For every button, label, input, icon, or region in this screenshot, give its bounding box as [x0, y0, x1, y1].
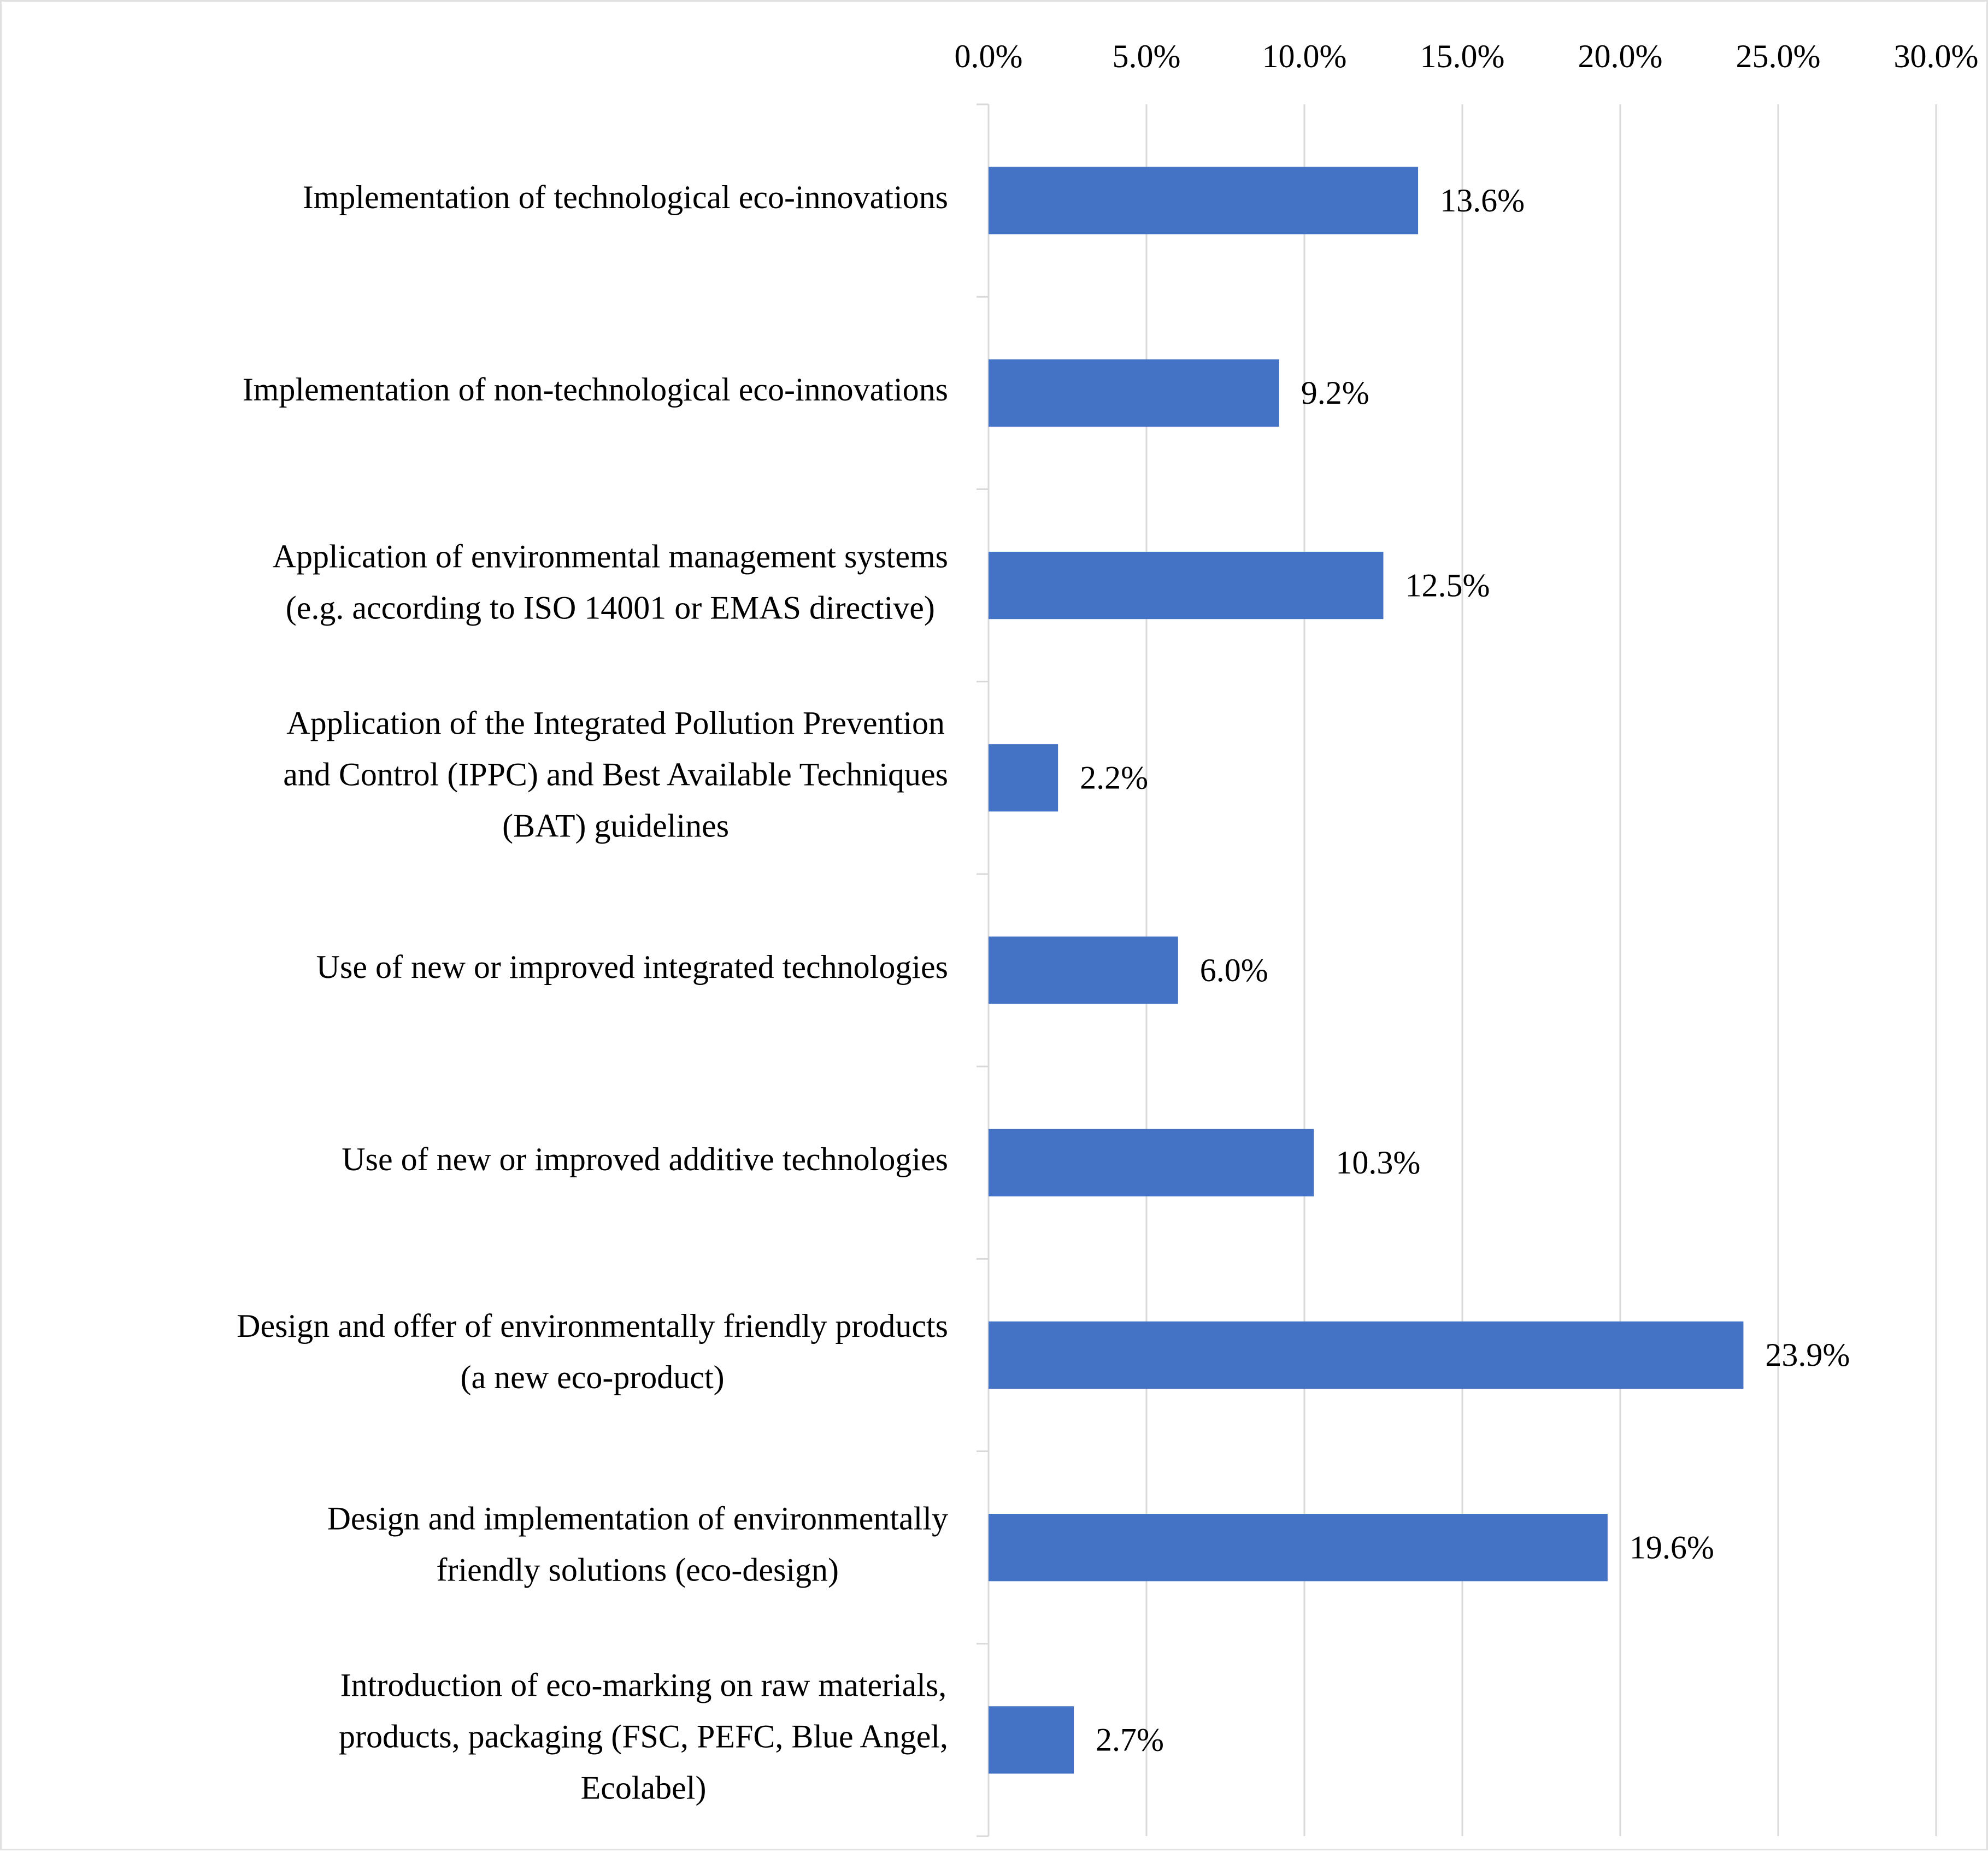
data-label: 9.2%	[1301, 375, 1369, 411]
category-label-line: (a new eco-product)	[461, 1359, 725, 1395]
data-label: 6.0%	[1200, 952, 1268, 988]
category-axis	[977, 103, 990, 1837]
data-label: 23.9%	[1765, 1337, 1850, 1373]
category-label: Application of the Integrated Pollution …	[283, 705, 948, 844]
bar	[989, 744, 1058, 812]
bars	[989, 167, 1744, 1774]
category-label: Use of new or improved additive technolo…	[342, 1141, 948, 1177]
category-label-line: Application of environmental management …	[273, 538, 948, 574]
category-label-line: products, packaging (FSC, PEFC, Blue Ang…	[339, 1719, 948, 1755]
category-label: Design and offer of environmentally frie…	[237, 1308, 948, 1395]
category-labels: Implementation of technological eco-inno…	[237, 179, 948, 1806]
category-label-line: Implementation of non-technological eco-…	[243, 371, 948, 408]
x-tick-label: 20.0%	[1578, 38, 1663, 74]
data-labels: 13.6% 9.2% 12.5% 2.2% 6.0% 10.3% 23.9% 19.6% 2.7…	[1080, 182, 1850, 1758]
category-label-line: Use of new or improved integrated techno…	[316, 949, 948, 985]
x-tick-label: 5.0%	[1113, 38, 1181, 74]
category-label-line: (BAT) guidelines	[502, 808, 729, 844]
bar	[989, 1129, 1314, 1196]
category-label-line: Application of the Integrated Pollution …	[286, 705, 945, 741]
category-label-line: Implementation of technological eco-inno…	[303, 179, 948, 215]
category-label-line: (e.g. according to ISO 14001 or EMAS dir…	[286, 589, 935, 626]
category-label-line: Design and implementation of environment…	[327, 1500, 948, 1536]
bar	[989, 167, 1419, 234]
bar	[989, 359, 1279, 427]
bar	[989, 551, 1384, 620]
data-label: 2.7%	[1096, 1722, 1164, 1758]
category-label-line: and Control (IPPC) and Best Available Te…	[283, 757, 948, 793]
category-label: Introduction of eco-marking on raw mater…	[339, 1667, 948, 1806]
bar	[989, 1514, 1608, 1582]
category-label-line: Ecolabel)	[581, 1770, 707, 1806]
x-axis-ticks: 0.0% 5.0% 10.0% 15.0% 20.0% 25.0% 30.0%	[955, 38, 1979, 74]
x-tick-label: 15.0%	[1420, 38, 1505, 74]
x-tick-label: 10.0%	[1262, 38, 1347, 74]
bar	[989, 1321, 1744, 1389]
category-label: Implementation of technological eco-inno…	[303, 179, 948, 215]
category-label-line: Introduction of eco-marking on raw mater…	[340, 1667, 947, 1703]
category-label-line: Use of new or improved additive technolo…	[342, 1141, 948, 1177]
bar	[989, 1706, 1074, 1774]
category-label: Implementation of non-technological eco-…	[243, 371, 948, 408]
x-tick-label: 30.0%	[1894, 38, 1979, 74]
data-label: 2.2%	[1080, 760, 1148, 796]
category-label: Application of environmental management …	[273, 538, 948, 626]
category-label: Use of new or improved integrated techno…	[316, 949, 948, 985]
category-label: Design and implementation of environment…	[327, 1500, 948, 1588]
bar	[989, 936, 1178, 1004]
data-label: 19.6%	[1630, 1529, 1714, 1565]
data-label: 13.6%	[1440, 182, 1525, 219]
category-label-line: Design and offer of environmentally frie…	[237, 1308, 948, 1344]
data-label: 12.5%	[1405, 567, 1490, 603]
x-tick-label: 0.0%	[955, 38, 1023, 74]
category-label-line: friendly solutions (eco-design)	[437, 1552, 839, 1588]
data-label: 10.3%	[1336, 1145, 1420, 1181]
x-tick-label: 25.0%	[1736, 38, 1821, 74]
